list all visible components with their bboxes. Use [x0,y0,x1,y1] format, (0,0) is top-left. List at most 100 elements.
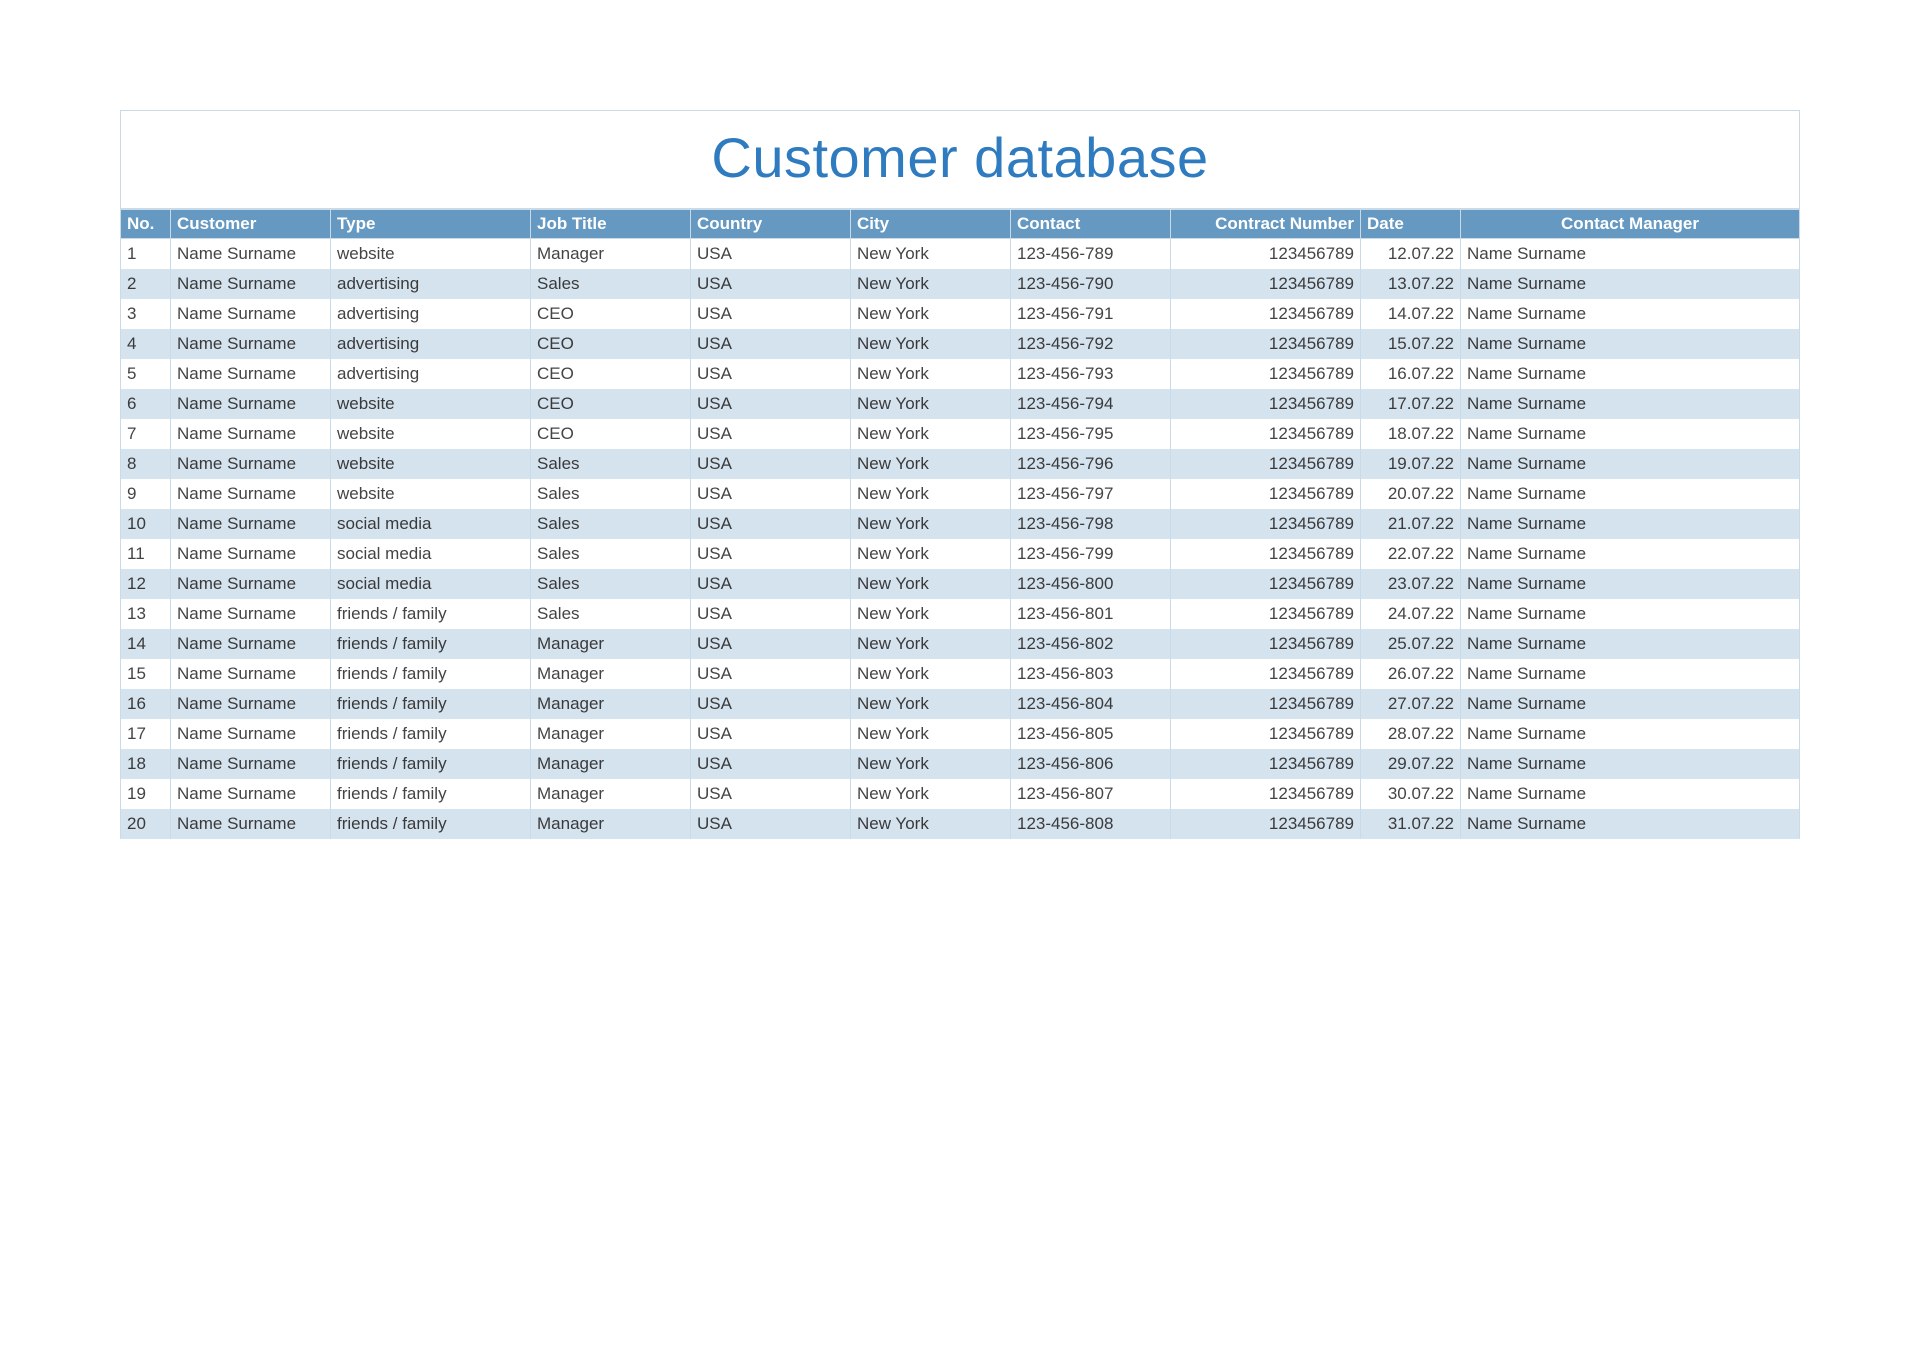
cell-no: 15 [121,659,171,689]
cell-country: USA [691,479,851,509]
cell-manager: Name Surname [1461,329,1800,359]
cell-manager: Name Surname [1461,779,1800,809]
cell-job: Manager [531,659,691,689]
cell-customer: Name Surname [171,629,331,659]
table-row: 5Name SurnameadvertisingCEOUSANew York12… [121,359,1800,389]
table-row: 2Name SurnameadvertisingSalesUSANew York… [121,269,1800,299]
cell-country: USA [691,239,851,270]
cell-manager: Name Surname [1461,569,1800,599]
cell-date: 24.07.22 [1361,599,1461,629]
cell-no: 6 [121,389,171,419]
cell-contact: 123-456-792 [1011,329,1171,359]
cell-manager: Name Surname [1461,659,1800,689]
cell-no: 2 [121,269,171,299]
cell-no: 3 [121,299,171,329]
cell-contract-number: 123456789 [1171,389,1361,419]
cell-date: 13.07.22 [1361,269,1461,299]
cell-customer: Name Surname [171,719,331,749]
cell-contract-number: 123456789 [1171,809,1361,839]
col-contact-manager: Contact Manager [1461,210,1800,239]
cell-manager: Name Surname [1461,629,1800,659]
cell-type: friends / family [331,749,531,779]
cell-job: CEO [531,299,691,329]
cell-date: 17.07.22 [1361,389,1461,419]
cell-city: New York [851,509,1011,539]
cell-manager: Name Surname [1461,269,1800,299]
cell-date: 26.07.22 [1361,659,1461,689]
table-row: 6Name SurnamewebsiteCEOUSANew York123-45… [121,389,1800,419]
col-country: Country [691,210,851,239]
col-job: Job Title [531,210,691,239]
cell-no: 20 [121,809,171,839]
cell-job: Manager [531,749,691,779]
cell-contact: 123-456-801 [1011,599,1171,629]
cell-city: New York [851,359,1011,389]
cell-type: advertising [331,359,531,389]
cell-city: New York [851,629,1011,659]
table-row: 15Name Surnamefriends / familyManagerUSA… [121,659,1800,689]
table-row: 12Name Surnamesocial mediaSalesUSANew Yo… [121,569,1800,599]
table-row: 17Name Surnamefriends / familyManagerUSA… [121,719,1800,749]
cell-job: Sales [531,539,691,569]
cell-job: CEO [531,359,691,389]
cell-type: friends / family [331,659,531,689]
col-contract-number: Contract Number [1171,210,1361,239]
cell-date: 30.07.22 [1361,779,1461,809]
cell-type: friends / family [331,599,531,629]
cell-no: 13 [121,599,171,629]
cell-date: 25.07.22 [1361,629,1461,659]
cell-contract-number: 123456789 [1171,749,1361,779]
cell-contact: 123-456-808 [1011,809,1171,839]
cell-country: USA [691,779,851,809]
cell-customer: Name Surname [171,749,331,779]
cell-customer: Name Surname [171,659,331,689]
cell-contract-number: 123456789 [1171,359,1361,389]
cell-manager: Name Surname [1461,419,1800,449]
cell-customer: Name Surname [171,779,331,809]
cell-country: USA [691,539,851,569]
cell-manager: Name Surname [1461,749,1800,779]
col-city: City [851,210,1011,239]
cell-contact: 123-456-794 [1011,389,1171,419]
col-no: No. [121,210,171,239]
cell-date: 29.07.22 [1361,749,1461,779]
cell-city: New York [851,809,1011,839]
cell-no: 4 [121,329,171,359]
page-title: Customer database [121,125,1799,190]
cell-city: New York [851,689,1011,719]
cell-contact: 123-456-800 [1011,569,1171,599]
cell-contract-number: 123456789 [1171,659,1361,689]
cell-contact: 123-456-799 [1011,539,1171,569]
cell-date: 20.07.22 [1361,479,1461,509]
cell-job: CEO [531,329,691,359]
cell-country: USA [691,749,851,779]
cell-country: USA [691,509,851,539]
cell-country: USA [691,419,851,449]
cell-city: New York [851,239,1011,270]
cell-contact: 123-456-798 [1011,509,1171,539]
cell-type: friends / family [331,719,531,749]
cell-customer: Name Surname [171,239,331,270]
cell-date: 31.07.22 [1361,809,1461,839]
cell-type: advertising [331,329,531,359]
cell-date: 16.07.22 [1361,359,1461,389]
cell-city: New York [851,419,1011,449]
cell-city: New York [851,269,1011,299]
cell-type: website [331,389,531,419]
table-row: 16Name Surnamefriends / familyManagerUSA… [121,689,1800,719]
table-row: 7Name SurnamewebsiteCEOUSANew York123-45… [121,419,1800,449]
cell-contact: 123-456-805 [1011,719,1171,749]
cell-customer: Name Surname [171,299,331,329]
cell-date: 21.07.22 [1361,509,1461,539]
cell-job: Sales [531,599,691,629]
cell-contract-number: 123456789 [1171,539,1361,569]
cell-contract-number: 123456789 [1171,299,1361,329]
cell-country: USA [691,629,851,659]
table-header: No. Customer Type Job Title Country City… [121,210,1800,239]
cell-customer: Name Surname [171,389,331,419]
cell-date: 27.07.22 [1361,689,1461,719]
cell-job: Manager [531,779,691,809]
cell-date: 23.07.22 [1361,569,1461,599]
cell-contract-number: 123456789 [1171,479,1361,509]
cell-contract-number: 123456789 [1171,689,1361,719]
